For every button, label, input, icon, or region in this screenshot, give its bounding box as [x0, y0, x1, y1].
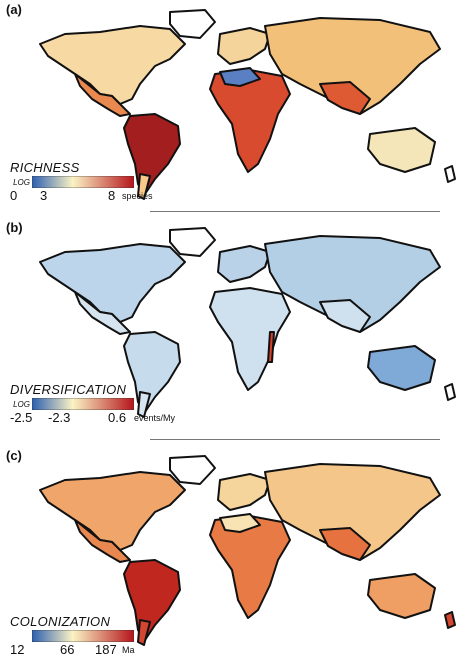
africa — [209, 515, 291, 619]
panel-label: (b) — [6, 220, 23, 235]
legend-title: RICHNESS — [10, 160, 80, 175]
australia — [367, 573, 436, 619]
australia — [367, 127, 436, 173]
panel-richness: (a) RICHNESS LOG — [0, 0, 474, 215]
land-regions — [39, 455, 456, 646]
world-map-colonization — [39, 455, 456, 646]
south-america-tip — [137, 391, 151, 418]
legend-title: DIVERSIFICATION — [10, 382, 127, 397]
legend-unit: events/My — [134, 413, 176, 423]
new-zealand — [444, 165, 456, 183]
greenland — [169, 9, 216, 39]
africa — [209, 287, 291, 391]
panel-diversification: (b) DIVERSIFICATION LOG — [0, 218, 474, 440]
legend-title: COLONIZATION — [10, 614, 111, 629]
north-america — [39, 471, 186, 551]
greenland — [169, 227, 216, 257]
legend-tick-max: 0.6 — [108, 410, 127, 425]
north-america — [39, 25, 186, 105]
south-america-tip — [137, 173, 151, 200]
panel-label: (a) — [6, 2, 22, 17]
panel-label: (c) — [6, 448, 22, 463]
panel-separator — [150, 439, 440, 440]
legend-ticks: 12 66 187 Ma — [10, 642, 180, 657]
legend-colorbar — [32, 176, 134, 188]
legend-unit: species — [122, 191, 153, 201]
legend-tick-min: 12 — [10, 642, 25, 657]
north-america — [39, 243, 186, 323]
south-america — [123, 331, 181, 413]
legend-colorbar — [32, 630, 134, 642]
legend-diversification: DIVERSIFICATION LOG -2.5 -2.3 0.6 events… — [10, 382, 180, 425]
legend-tick-min: -2.5 — [10, 410, 33, 425]
legend-tick-max: 187 — [95, 642, 117, 657]
legend-ticks: 0 3 8 species — [10, 188, 180, 203]
europe — [217, 27, 271, 65]
legend-ticks: -2.5 -2.3 0.6 events/My — [10, 410, 180, 425]
world-map-richness — [39, 9, 456, 200]
greenland — [169, 455, 216, 485]
south-america-tip — [137, 619, 151, 646]
panel-colonization: (c) COLONIZATION — [0, 446, 474, 668]
new-zealand — [444, 611, 456, 629]
asia — [264, 17, 441, 115]
europe — [217, 245, 271, 283]
africa-north — [219, 67, 261, 87]
legend-colorbar — [32, 398, 134, 410]
legend-tick-mid: 3 — [40, 188, 48, 203]
north-america-south — [74, 519, 131, 563]
africa-rift — [267, 331, 275, 363]
south-america — [123, 113, 181, 195]
north-america-south — [74, 73, 131, 117]
asia — [264, 235, 441, 333]
australia — [367, 345, 436, 391]
legend-scale-note: LOG — [13, 177, 30, 187]
panel-separator — [150, 211, 440, 212]
south-asia — [319, 299, 371, 333]
asia — [264, 463, 441, 561]
legend-tick-mid: -2.3 — [48, 410, 71, 425]
world-map-diversification — [39, 227, 456, 418]
legend-colonization: COLONIZATION 12 66 187 Ma — [10, 614, 180, 657]
legend-tick-min: 0 — [10, 188, 18, 203]
legend-tick-max: 8 — [108, 188, 116, 203]
south-asia — [319, 81, 371, 115]
legend-richness: RICHNESS LOG 0 3 8 species — [10, 160, 180, 203]
new-zealand — [444, 383, 456, 401]
legend-tick-mid: 66 — [60, 642, 75, 657]
south-asia — [319, 527, 371, 561]
land-regions — [39, 9, 456, 200]
africa — [209, 69, 291, 173]
legend-unit: Ma — [122, 645, 135, 655]
africa-north — [219, 513, 261, 533]
europe — [217, 473, 271, 511]
land-regions — [39, 227, 456, 418]
north-america-south — [74, 291, 131, 335]
legend-scale-note: LOG — [13, 399, 30, 409]
south-america — [123, 559, 181, 641]
